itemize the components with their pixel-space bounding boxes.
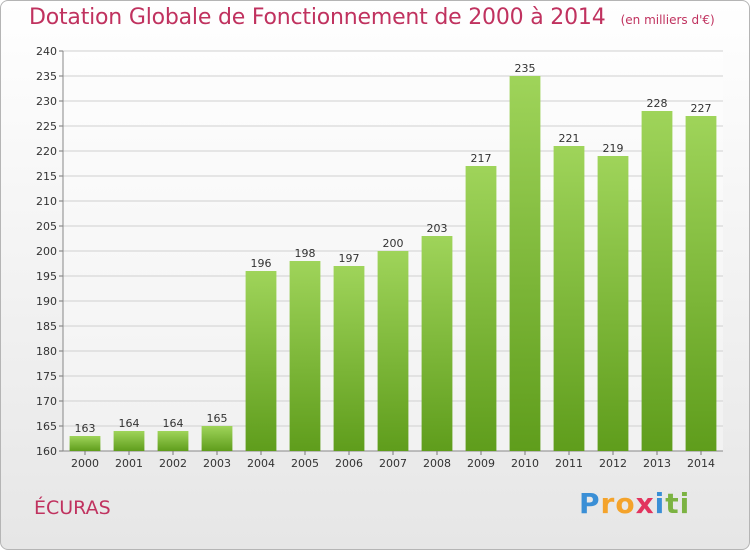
bar-value-label: 165 — [207, 412, 228, 425]
bar-value-label: 228 — [647, 97, 668, 110]
bar-value-label: 196 — [251, 257, 272, 270]
bar-value-label: 203 — [427, 222, 448, 235]
x-tick-label: 2010 — [511, 457, 539, 470]
bar — [641, 111, 673, 451]
x-tick-label: 2006 — [335, 457, 363, 470]
x-tick-label: 2007 — [379, 457, 407, 470]
bar — [509, 76, 541, 451]
bar — [245, 271, 277, 451]
logo-letter: t — [665, 487, 680, 520]
y-tick-label: 165 — [36, 420, 57, 433]
bar — [421, 236, 453, 451]
bar-value-label: 197 — [339, 252, 360, 265]
y-tick-label: 220 — [36, 145, 57, 158]
y-tick-label: 230 — [36, 95, 57, 108]
logo-letter: i — [654, 487, 666, 520]
bar — [553, 146, 585, 451]
y-tick-label: 205 — [36, 220, 57, 233]
bar-value-label: 163 — [75, 422, 96, 435]
logo-letter: o — [615, 487, 636, 520]
y-tick-label: 195 — [36, 270, 57, 283]
x-tick-label: 2012 — [599, 457, 627, 470]
x-tick-label: 2005 — [291, 457, 319, 470]
y-tick-label: 240 — [36, 45, 57, 58]
x-tick-label: 2001 — [115, 457, 143, 470]
y-tick-label: 200 — [36, 245, 57, 258]
y-tick-label: 215 — [36, 170, 57, 183]
y-tick-label: 235 — [36, 70, 57, 83]
chart-subtitle: (en milliers d'€) — [620, 13, 715, 27]
y-tick-label: 190 — [36, 295, 57, 308]
logo-letter: i — [679, 487, 691, 520]
x-tick-label: 2002 — [159, 457, 187, 470]
bar — [333, 266, 365, 451]
y-tick-label: 225 — [36, 120, 57, 133]
bar — [289, 261, 321, 451]
x-tick-label: 2003 — [203, 457, 231, 470]
x-tick-label: 2004 — [247, 457, 275, 470]
x-tick-label: 2008 — [423, 457, 451, 470]
x-tick-label: 2014 — [687, 457, 715, 470]
x-tick-label: 2013 — [643, 457, 671, 470]
bar-value-label: 198 — [295, 247, 316, 260]
bar — [465, 166, 497, 451]
bar-value-label: 227 — [691, 102, 712, 115]
y-tick-label: 170 — [36, 395, 57, 408]
logo-letter: P — [579, 487, 601, 520]
bar — [377, 251, 409, 451]
x-tick-label: 2009 — [467, 457, 495, 470]
bar — [113, 431, 145, 451]
commune-name: ÉCURAS — [34, 497, 111, 519]
logo-letter: r — [600, 487, 616, 520]
x-tick-label: 2000 — [71, 457, 99, 470]
y-tick-label: 180 — [36, 345, 57, 358]
y-tick-label: 185 — [36, 320, 57, 333]
bar — [69, 436, 101, 451]
y-tick-label: 210 — [36, 195, 57, 208]
bar-value-label: 221 — [559, 132, 580, 145]
bar-value-label: 217 — [471, 152, 492, 165]
y-tick-label: 160 — [36, 445, 57, 458]
title-row: Dotation Globale de Fonctionnement de 20… — [29, 5, 715, 30]
logo-letter: x — [635, 487, 655, 520]
bar-value-label: 164 — [163, 417, 184, 430]
bar — [157, 431, 189, 451]
bar — [685, 116, 717, 451]
bar-value-label: 200 — [383, 237, 404, 250]
proxiti-logo: Proxiti — [579, 487, 690, 520]
x-tick-label: 2011 — [555, 457, 583, 470]
y-tick-label: 175 — [36, 370, 57, 383]
chart-title: Dotation Globale de Fonctionnement de 20… — [29, 5, 606, 30]
bar-value-label: 235 — [515, 62, 536, 75]
bar-value-label: 219 — [603, 142, 624, 155]
bar — [597, 156, 629, 451]
bar — [201, 426, 233, 451]
bar-value-label: 164 — [119, 417, 140, 430]
